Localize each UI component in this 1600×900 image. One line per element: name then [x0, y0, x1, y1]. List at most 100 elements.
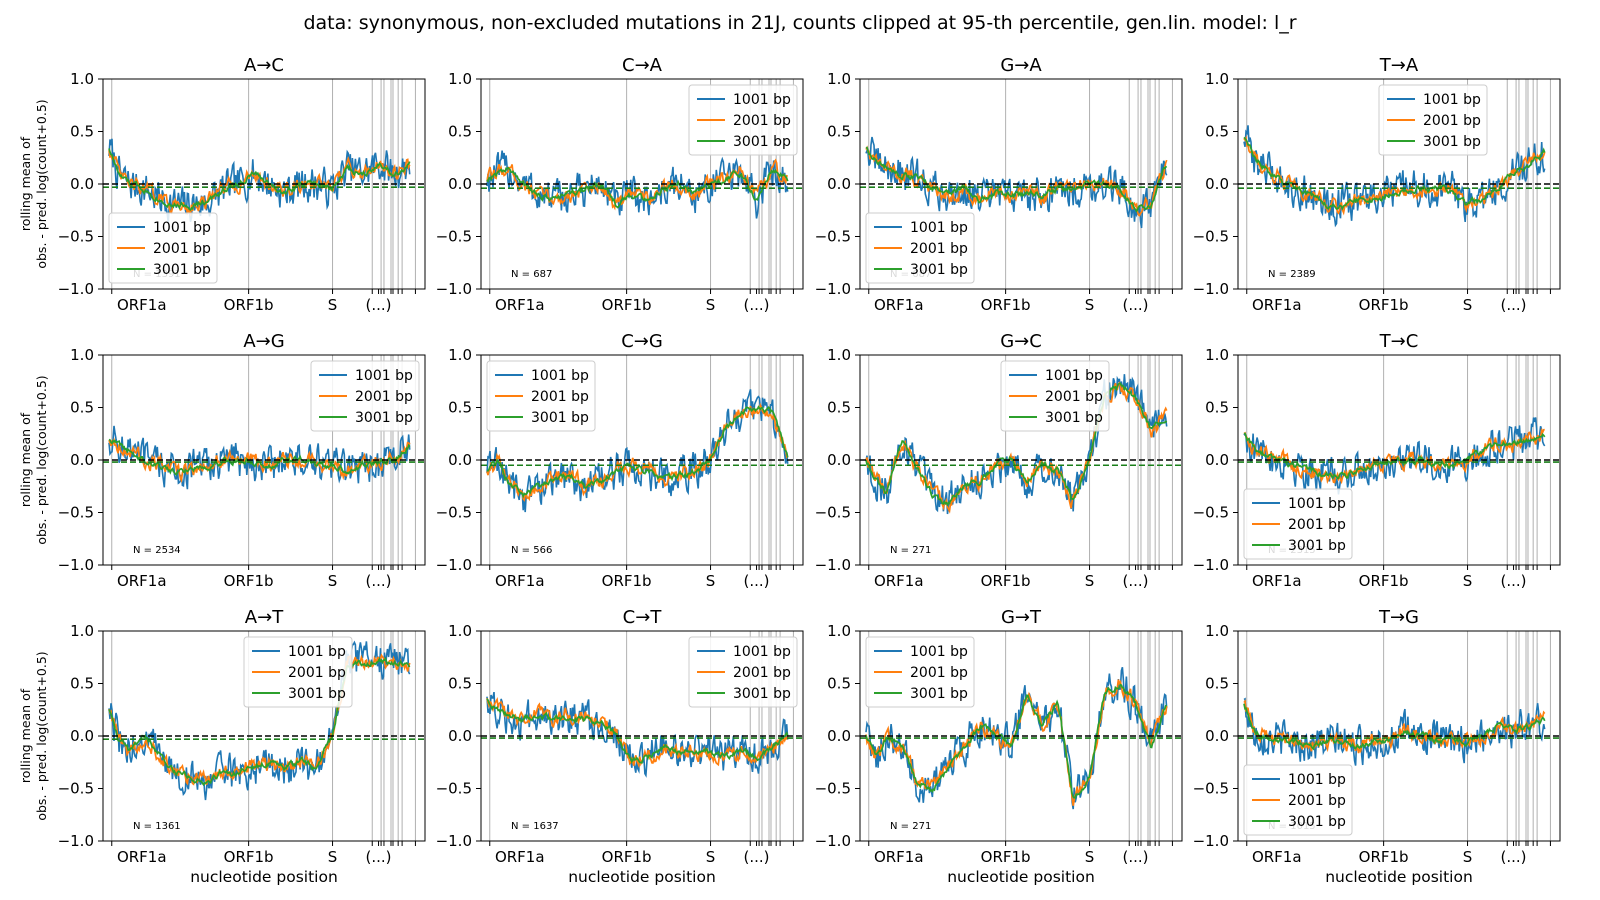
y-tick-label: 1.0 — [448, 346, 472, 364]
series-line-3001-bp — [486, 166, 789, 209]
y-tick-label: 0.5 — [1205, 675, 1229, 693]
y-tick-label: 0.5 — [827, 399, 851, 417]
x-tick-label: (...) — [744, 572, 770, 590]
y-tick-label: 1.0 — [1205, 622, 1229, 640]
subplot-title: A→G — [243, 331, 284, 352]
x-tick-label: S — [706, 296, 716, 314]
y-axis-label-line1: rolling mean of — [18, 412, 33, 507]
y-tick-label: −1.0 — [1193, 832, 1229, 850]
x-axis-label: nucleotide position — [947, 868, 1095, 886]
subplot-title: C→G — [621, 331, 663, 352]
legend: 1001 bp 2001 bp 3001 bp — [865, 636, 975, 708]
y-axis-label-line2: obs. - pred. log(count+0.5) — [34, 375, 49, 544]
legend-box — [688, 636, 798, 708]
series-line-1001-bp — [486, 691, 789, 778]
y-tick-label: 0.0 — [70, 727, 94, 745]
y-tick-label: 0.5 — [448, 399, 472, 417]
legend: 1001 bp 2001 bp 3001 bp — [108, 212, 218, 284]
legend-entry: 3001 bp — [1288, 538, 1346, 554]
y-tick-label: −0.5 — [1193, 780, 1229, 798]
x-tick-label: S — [328, 848, 338, 866]
y-tick-label: −1.0 — [815, 832, 851, 850]
y-tick-label: −0.5 — [58, 504, 94, 522]
legend-box — [1000, 360, 1110, 432]
y-tick-label: 0.5 — [70, 399, 94, 417]
sample-count-label: N = 271 — [890, 821, 931, 832]
subplot-5: C→G 1.0 0.5 0.0 −0.5 −1.0 ORF1a ORF1b S (...) N = … — [436, 331, 804, 590]
legend-entry: 2001 bp — [733, 665, 791, 681]
subplot-title: G→A — [1000, 55, 1042, 76]
y-tick-label: −0.5 — [1193, 228, 1229, 246]
series-group — [1243, 697, 1546, 766]
y-tick-label: 0.0 — [448, 727, 472, 745]
subplot-title: G→T — [1001, 607, 1042, 628]
x-tick-label: (...) — [744, 296, 770, 314]
x-tick-label: ORF1b — [1359, 848, 1409, 866]
y-tick-label: −1.0 — [1193, 280, 1229, 298]
legend: 1001 bp 2001 bp 3001 bp — [1243, 764, 1353, 836]
legend-box — [865, 212, 975, 284]
y-tick-label: 0.0 — [1205, 451, 1229, 469]
y-tick-label: 1.0 — [827, 70, 851, 88]
y-tick-label: 1.0 — [70, 346, 94, 364]
x-tick-label: (...) — [366, 848, 392, 866]
legend-box — [243, 636, 353, 708]
legend-entry: 1001 bp — [1045, 368, 1103, 384]
y-tick-label: −0.5 — [1193, 504, 1229, 522]
x-tick-label: ORF1a — [495, 296, 545, 314]
series-line-2001-bp — [865, 145, 1168, 217]
x-tick-label: (...) — [1501, 572, 1527, 590]
legend-entry: 3001 bp — [288, 686, 346, 702]
x-tick-label: (...) — [366, 572, 392, 590]
x-tick-label: ORF1a — [117, 848, 167, 866]
legend-entry: 3001 bp — [910, 262, 968, 278]
figure-title: data: synonymous, non-excluded mutations… — [303, 12, 1297, 34]
sample-count-label: N = 687 — [511, 269, 552, 280]
series-line-2001-bp — [486, 697, 789, 769]
legend-entry: 2001 bp — [288, 665, 346, 681]
x-tick-label: ORF1a — [874, 572, 924, 590]
x-tick-label: (...) — [1123, 296, 1149, 314]
legend: 1001 bp 2001 bp 3001 bp — [688, 84, 798, 156]
subplot-9: C→T 1.0 0.5 0.0 −0.5 −1.0 ORF1a ORF1b S (...) N = … — [436, 607, 804, 886]
x-tick-label: (...) — [1501, 848, 1527, 866]
y-axis-label-line1: rolling mean of — [18, 688, 33, 783]
legend-entry: 1001 bp — [733, 92, 791, 108]
legend-entry: 1001 bp — [355, 368, 413, 384]
legend-entry: 1001 bp — [1288, 496, 1346, 512]
legend-entry: 3001 bp — [153, 262, 211, 278]
x-tick-label: ORF1a — [1252, 848, 1302, 866]
sample-count-label: N = 566 — [511, 545, 552, 556]
legend-entry: 2001 bp — [910, 241, 968, 257]
y-tick-label: 1.0 — [448, 70, 472, 88]
x-tick-label: ORF1b — [602, 572, 652, 590]
y-tick-label: −0.5 — [436, 228, 472, 246]
x-tick-label: ORF1b — [981, 572, 1031, 590]
series-group — [865, 374, 1168, 515]
y-tick-label: 0.5 — [448, 123, 472, 141]
legend-entry: 3001 bp — [910, 686, 968, 702]
subplot-title: A→T — [245, 607, 284, 628]
legend-entry: 3001 bp — [1423, 134, 1481, 150]
x-tick-label: ORF1a — [874, 848, 924, 866]
y-tick-label: −0.5 — [815, 780, 851, 798]
x-tick-label: ORF1a — [495, 572, 545, 590]
series-line-2001-bp — [1243, 427, 1545, 485]
y-tick-label: 0.0 — [827, 175, 851, 193]
x-tick-label: S — [1463, 848, 1473, 866]
y-tick-label: 0.0 — [70, 451, 94, 469]
x-tick-label: ORF1a — [874, 296, 924, 314]
legend-entry: 3001 bp — [733, 134, 791, 150]
y-tick-label: −1.0 — [436, 556, 472, 574]
x-axis-label: nucleotide position — [1325, 868, 1473, 886]
x-axis-label: nucleotide position — [568, 868, 716, 886]
y-tick-label: 0.5 — [70, 123, 94, 141]
legend-entry: 3001 bp — [733, 686, 791, 702]
series-line-2001-bp — [486, 158, 789, 211]
y-tick-label: 0.5 — [448, 675, 472, 693]
x-tick-label: ORF1b — [1359, 572, 1409, 590]
legend-box — [865, 636, 975, 708]
y-tick-label: 0.5 — [70, 675, 94, 693]
